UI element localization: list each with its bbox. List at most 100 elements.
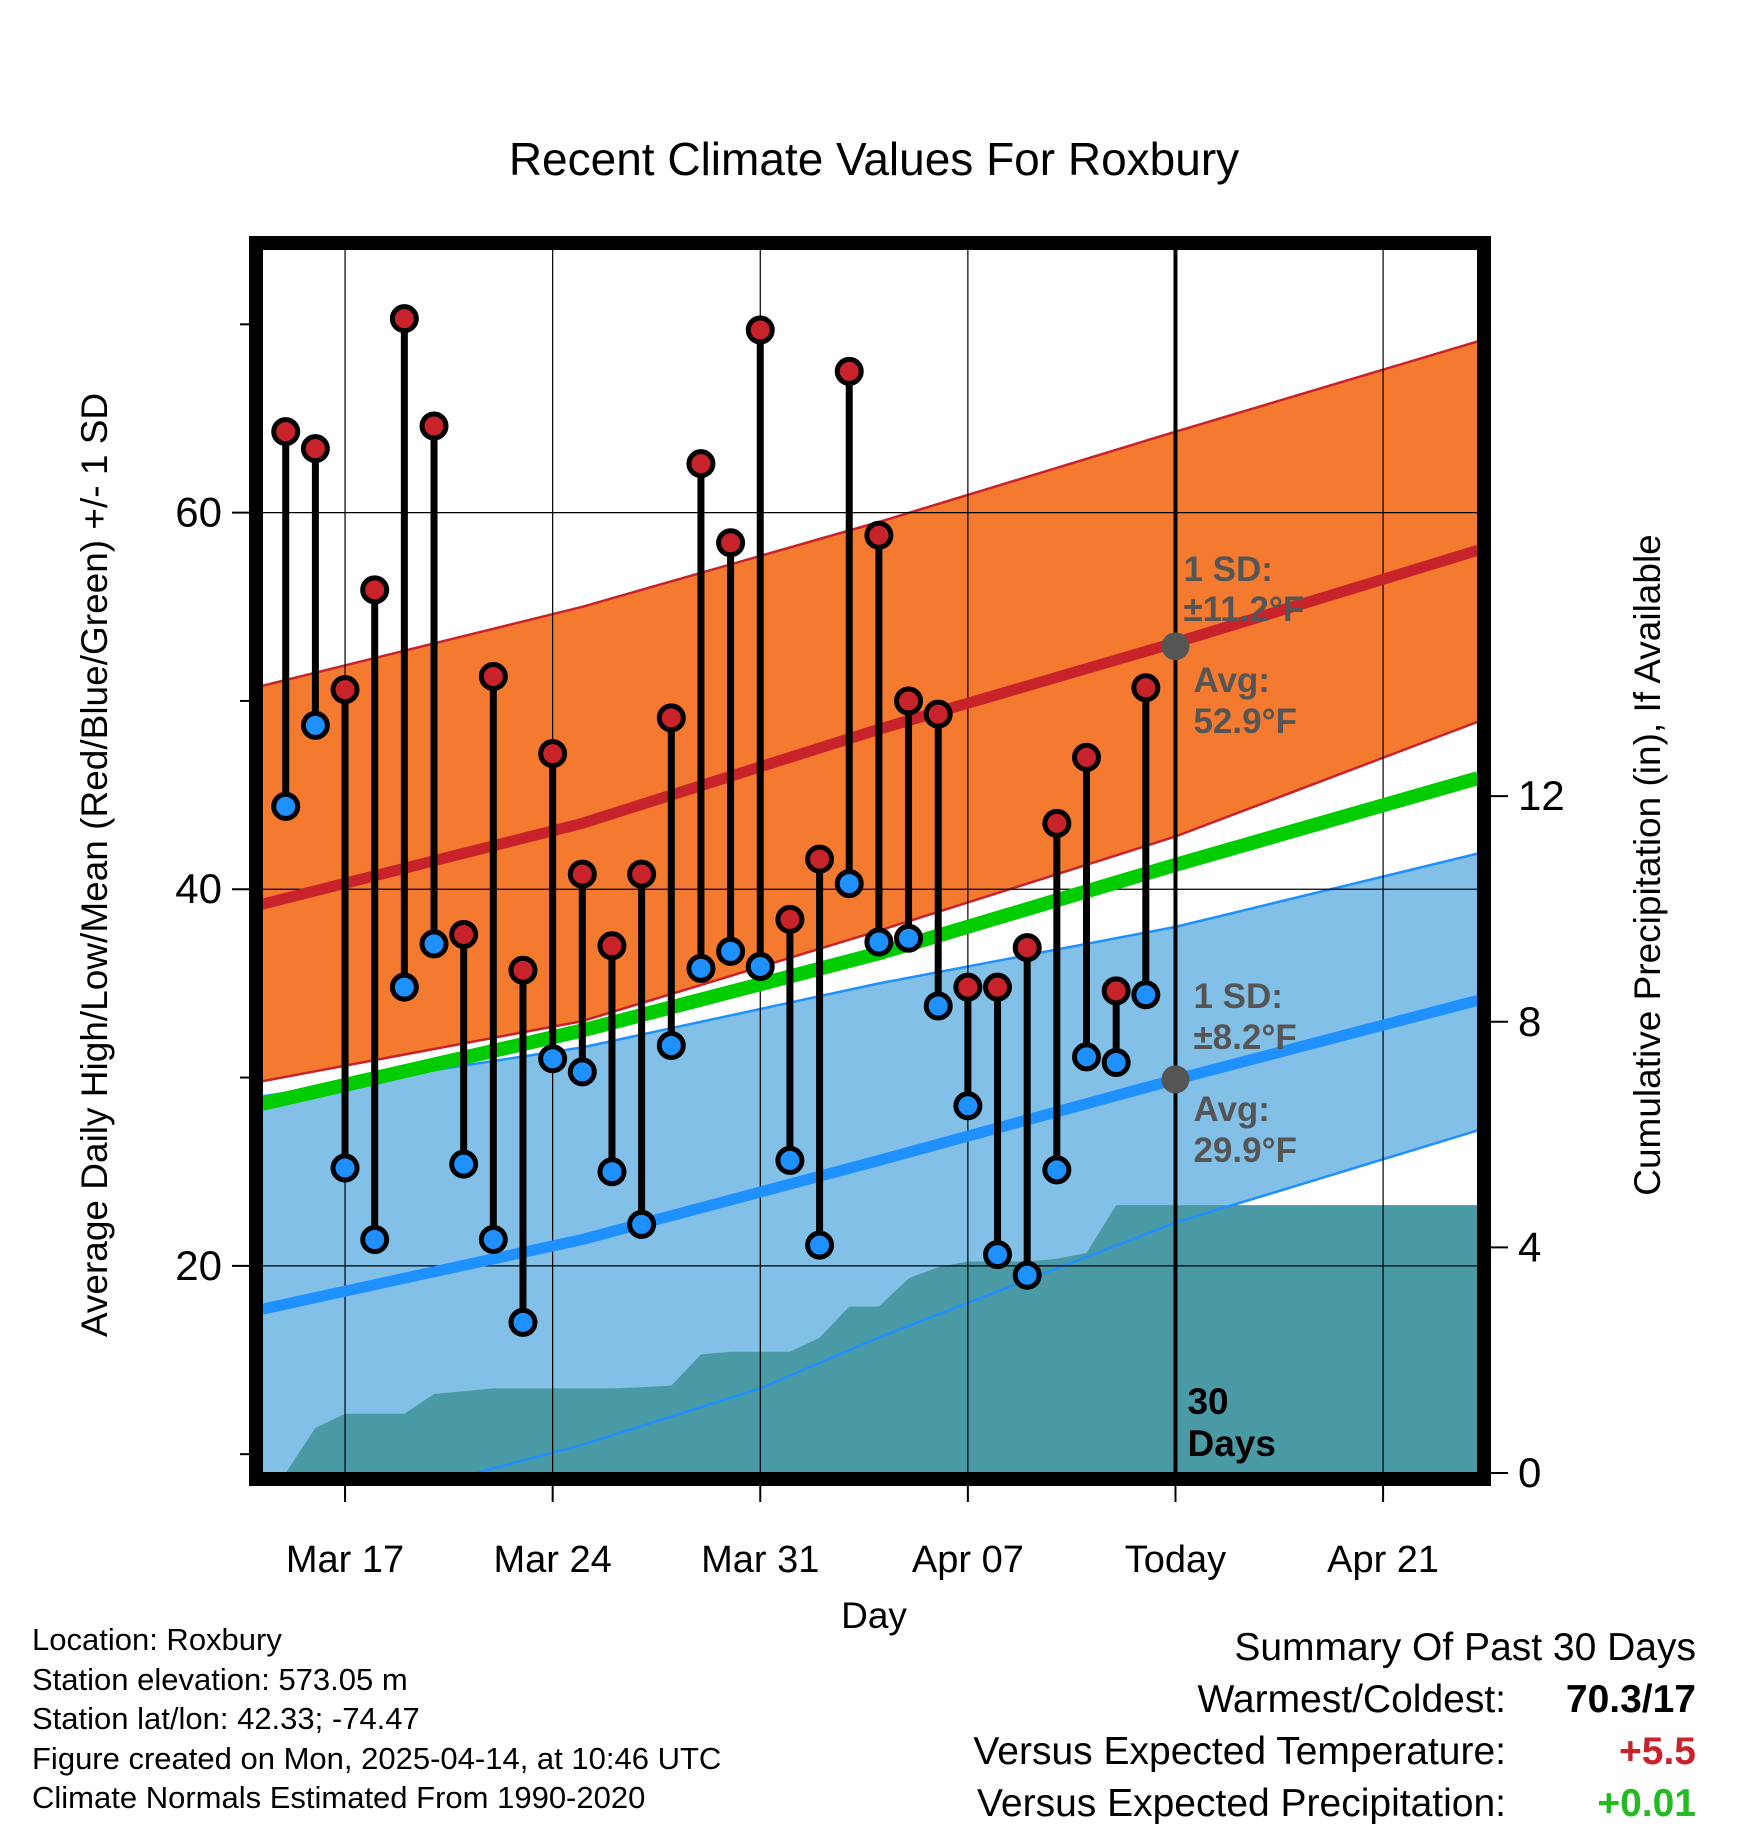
daily-low-point <box>864 927 894 957</box>
daily-high-point <box>745 315 775 345</box>
daily-high-point <box>1101 976 1131 1006</box>
daily-low-point <box>508 1307 538 1337</box>
daily-low-point <box>1101 1047 1131 1077</box>
normal-low-upper-line <box>262 852 1478 1098</box>
summary-row-precip: Versus Expected Precipitation: +0.01 <box>973 1778 1696 1830</box>
daily-low-point <box>330 1153 360 1183</box>
precip-anomaly-label: Versus Expected Precipitation: <box>977 1782 1506 1825</box>
daily-low-point <box>834 869 864 899</box>
high-sd-value: ±11.2°F <box>1183 590 1304 629</box>
normal-low-line <box>262 994 1478 1315</box>
summary-header: Summary Of Past 30 Days <box>1234 1626 1696 1669</box>
daily-low-point <box>716 936 746 966</box>
daily-low-point <box>389 972 419 1002</box>
daily-low-point <box>775 1145 805 1175</box>
daily-low-point <box>597 1157 627 1187</box>
x-tick-label: Mar 17 <box>286 1539 404 1581</box>
daily-high-point <box>983 972 1013 1002</box>
created-text: Figure created on Mon, 2025-04-14, at 10… <box>32 1740 722 1776</box>
daily-high-point <box>953 972 983 1002</box>
daily-low-point <box>983 1240 1013 1270</box>
daily-high-point <box>894 686 924 716</box>
x-axis-label: Day <box>841 1595 907 1636</box>
warmest-coldest-value: 70.3/17 <box>1565 1678 1696 1721</box>
y2-tick-label: 4 <box>1518 1223 1541 1270</box>
x-tick-label: Mar 31 <box>701 1539 819 1581</box>
daily-low-point <box>953 1091 983 1121</box>
daily-high-point <box>1042 808 1072 838</box>
daily-low-point <box>745 951 775 981</box>
daily-high-point <box>775 904 805 934</box>
high-avg-label: Avg: <box>1193 661 1269 700</box>
temp-anomaly-value: +5.5 <box>1619 1730 1696 1773</box>
precip-anomaly-value: +0.01 <box>1597 1782 1696 1825</box>
daily-low-point <box>923 991 953 1021</box>
high-avg-value: 52.9°F <box>1193 702 1297 741</box>
daily-high-point <box>449 919 479 949</box>
daily-low-point <box>894 923 924 953</box>
daily-high-point <box>656 703 686 733</box>
low-sd-label: 1 SD: <box>1193 977 1282 1016</box>
daily-high-point <box>330 675 360 705</box>
daily-low-point <box>478 1224 508 1254</box>
daily-low-point <box>1012 1260 1042 1290</box>
daily-low-point <box>1131 980 1161 1010</box>
daily-low-point <box>627 1209 657 1239</box>
daily-high-point <box>686 449 716 479</box>
daily-high-point <box>538 739 568 769</box>
y-tick-label: 20 <box>175 1242 222 1289</box>
daily-high-point <box>627 859 657 889</box>
latlon-text: Station lat/lon: 42.33; -74.47 <box>32 1701 420 1736</box>
location-text: Location: Roxbury <box>32 1622 282 1657</box>
daily-high-point <box>567 859 597 889</box>
daily-high-point <box>834 356 864 386</box>
x-tick-label: Today <box>1125 1539 1226 1581</box>
daily-low-point <box>567 1057 597 1087</box>
daily-high-point <box>478 661 508 691</box>
daily-low-point <box>449 1149 479 1179</box>
plot-area <box>262 249 1478 1473</box>
daily-high-point <box>805 844 835 874</box>
x-tick-label: Mar 24 <box>494 1539 612 1581</box>
daily-high-point <box>864 520 894 550</box>
cumulative-precip-area <box>285 1205 1478 1473</box>
daily-high-point <box>1131 673 1161 703</box>
elevation-text: Station elevation: 573.05 m <box>32 1661 408 1697</box>
daily-low-point <box>656 1031 686 1061</box>
daily-high-point <box>300 434 330 464</box>
daily-high-point <box>360 575 390 605</box>
daily-high-point <box>419 411 449 441</box>
today-low-avg-marker <box>1161 1065 1190 1094</box>
daily-high-point <box>508 955 538 985</box>
daily-high-point <box>716 528 746 558</box>
daily-low-point <box>805 1230 835 1260</box>
summary-panel: Summary Of Past 30 Days Warmest/Coldest:… <box>973 1622 1696 1830</box>
window-days-number: 30 <box>1187 1381 1228 1422</box>
daily-high-point <box>597 931 627 961</box>
daily-low-point <box>360 1224 390 1254</box>
today-high-avg-marker <box>1161 632 1190 661</box>
y2-axis-label: Cumulative Precipitation (in), If Availa… <box>1627 534 1668 1196</box>
low-avg-value: 29.9°F <box>1193 1131 1297 1170</box>
daily-low-point <box>538 1044 568 1074</box>
x-tick-label: Apr 07 <box>912 1539 1024 1581</box>
daily-high-point <box>923 699 953 729</box>
low-avg-label: Avg: <box>1193 1090 1269 1129</box>
warmest-coldest-label: Warmest/Coldest: <box>1197 1678 1506 1721</box>
daily-low-point <box>686 953 716 983</box>
daily-low-point <box>1042 1155 1072 1185</box>
daily-low-point <box>271 791 301 821</box>
low-sd-value: ±8.2°F <box>1193 1018 1296 1057</box>
daily-high-point <box>1072 742 1102 772</box>
y2-tick-label: 0 <box>1518 1449 1541 1496</box>
daily-high-point <box>1012 933 1042 963</box>
window-days-label: Days <box>1187 1423 1275 1464</box>
plot-frame <box>249 236 1491 1486</box>
chart-title: Recent Climate Values For Roxbury <box>509 133 1239 185</box>
daily-high-point <box>389 304 419 334</box>
y-tick-label: 40 <box>175 865 222 912</box>
summary-row-warmest: Warmest/Coldest: 70.3/17 <box>973 1674 1696 1726</box>
y2-tick-label: 12 <box>1518 772 1565 819</box>
high-sd-label: 1 SD: <box>1183 550 1272 589</box>
